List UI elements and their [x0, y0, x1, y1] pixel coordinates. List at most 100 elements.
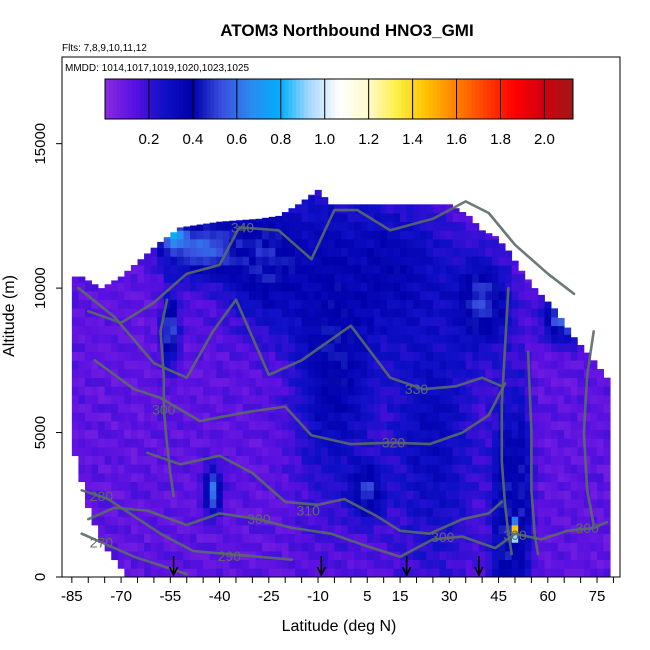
colorbar-swatch [300, 79, 305, 119]
heatmap-cell [341, 360, 348, 370]
heatmap-cell [262, 308, 270, 318]
heatmap-cell [432, 507, 440, 517]
heatmap-cell [268, 216, 276, 223]
heatmap-cell [308, 481, 316, 491]
heatmap-cell [308, 308, 316, 318]
heatmap-cell [301, 299, 309, 309]
heatmap-cell [531, 299, 539, 309]
colorbar-tick-label: 1.6 [446, 131, 467, 148]
heatmap-cell [196, 473, 204, 483]
heatmap-cell [334, 325, 342, 335]
heatmap-cell [400, 317, 408, 327]
heatmap-cell [249, 533, 257, 543]
heatmap-cell [432, 464, 440, 474]
heatmap-cell [505, 377, 513, 387]
heatmap-cell [183, 334, 191, 344]
heatmap-cell [544, 421, 552, 431]
heatmap-cell [551, 481, 559, 491]
heatmap-cell [603, 447, 611, 457]
heatmap-cell [544, 481, 552, 491]
heatmap-cell [124, 273, 132, 283]
heatmap-cell [98, 516, 106, 526]
colorbar-tick-label: 1.4 [402, 131, 423, 148]
heatmap-cell [111, 299, 119, 309]
heatmap-cell [321, 507, 329, 517]
heatmap-cell [203, 473, 211, 483]
heatmap-cell [439, 542, 447, 552]
heatmap-cell [84, 317, 92, 327]
heatmap-cell [163, 247, 171, 257]
heatmap-cell [446, 551, 453, 561]
heatmap-cell [288, 473, 296, 483]
heatmap-cell [130, 481, 138, 491]
heatmap-cell [347, 377, 355, 387]
heatmap-cell [203, 360, 211, 370]
heatmap-cell [459, 507, 467, 517]
heatmap-cell [295, 455, 303, 465]
heatmap-cell [190, 351, 197, 361]
heatmap-cell [176, 291, 184, 301]
heatmap-cell [478, 299, 486, 309]
heatmap-cell [446, 455, 453, 465]
heatmap-cell [544, 369, 552, 379]
heatmap-cell [255, 438, 263, 448]
heatmap-cell [426, 386, 434, 396]
heatmap-cell [570, 490, 578, 500]
heatmap-cell [577, 403, 585, 413]
heatmap-cell [242, 219, 250, 223]
heatmap-cell [465, 490, 473, 500]
heatmap-cell [354, 481, 362, 491]
heatmap-cell [308, 204, 316, 214]
heatmap-cell [255, 265, 263, 275]
heatmap-cell [413, 551, 421, 561]
heatmap-cell [367, 247, 375, 257]
heatmap-cell [262, 525, 270, 535]
heatmap-cell [229, 351, 237, 361]
heatmap-cell [144, 265, 152, 275]
heatmap-cell [255, 490, 263, 500]
heatmap-cell [98, 481, 106, 491]
heatmap-cell [557, 481, 565, 491]
heatmap-cell [347, 386, 355, 396]
heatmap-cell [380, 412, 388, 422]
heatmap-cell [117, 525, 125, 535]
heatmap-cell [130, 308, 138, 318]
heatmap-cell [321, 230, 329, 240]
heatmap-cell [511, 325, 519, 335]
heatmap-cell [242, 568, 250, 577]
heatmap-cell [242, 386, 250, 396]
heatmap-cell [570, 421, 578, 431]
heatmap-cell [472, 568, 480, 577]
heatmap-cell [249, 291, 257, 301]
heatmap-cell [203, 481, 211, 491]
heatmap-cell [590, 533, 598, 543]
heatmap-cell [452, 308, 460, 318]
heatmap-cell [413, 273, 421, 283]
heatmap-cell [281, 507, 289, 517]
heatmap-cell [295, 438, 303, 448]
heatmap-cell [406, 516, 414, 526]
heatmap-cell [209, 222, 217, 231]
heatmap-cell [341, 412, 348, 422]
heatmap-cell [262, 412, 270, 422]
heatmap-cell [163, 239, 171, 249]
heatmap-cell [255, 334, 263, 344]
heatmap-cell [544, 464, 552, 474]
heatmap-cell [275, 334, 283, 344]
heatmap-cell [459, 568, 467, 577]
heatmap-cell [583, 559, 591, 569]
heatmap-cell [426, 533, 434, 543]
heatmap-cell [104, 499, 112, 509]
heatmap-cell [196, 438, 204, 448]
heatmap-cell [419, 568, 427, 577]
heatmap-cell [321, 273, 329, 283]
heatmap-cell [400, 559, 408, 569]
heatmap-cell [327, 447, 335, 457]
heatmap-cell [452, 499, 460, 509]
heatmap-cell [98, 334, 106, 344]
heatmap-cell [288, 317, 296, 327]
heatmap-cell [216, 403, 224, 413]
heatmap-cell [537, 455, 545, 465]
heatmap-cell [111, 525, 119, 535]
heatmap-cell [426, 421, 434, 431]
